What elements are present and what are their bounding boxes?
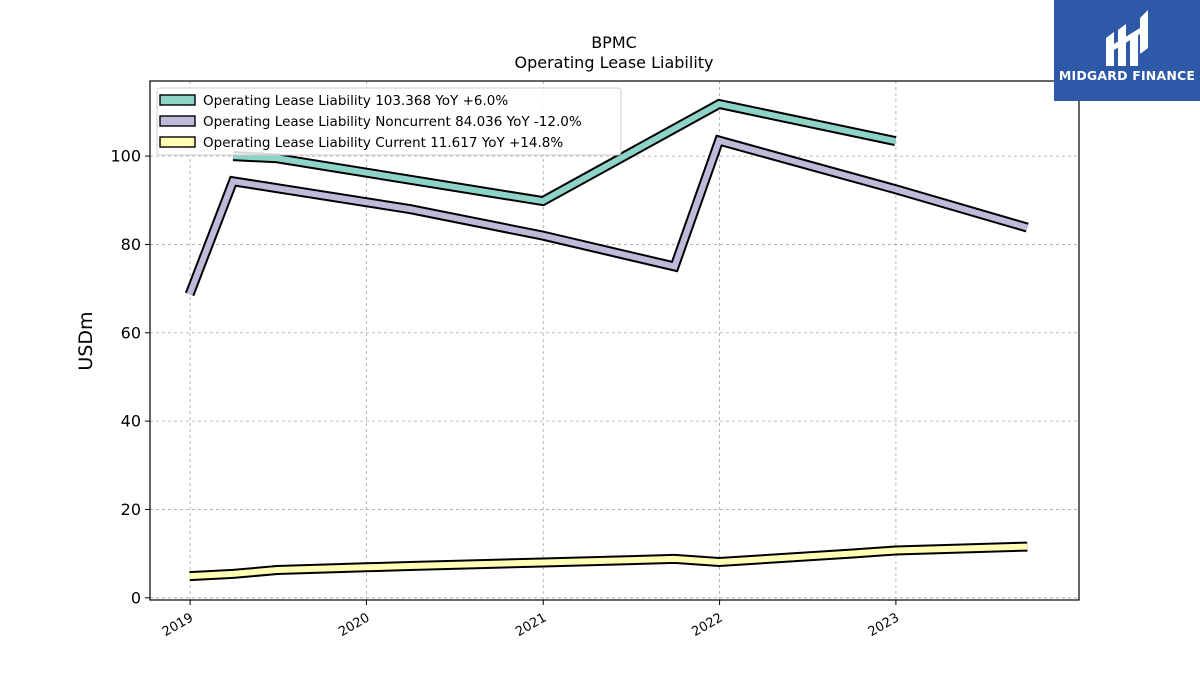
series-0-line [232,100,897,205]
series-2-line [189,543,1028,580]
y-tick-label: 40 [121,412,141,431]
chart-title: BPMC [591,33,637,52]
x-tick-label: 2022 [689,610,725,640]
legend-label: Operating Lease Liability Noncurrent 84.… [203,114,582,130]
chart-subtitle: Operating Lease Liability [514,53,713,72]
y-axis-label: USDm [75,311,97,370]
plot-frame [149,80,1080,601]
x-tick-label: 2021 [513,610,549,640]
y-tick-label: 60 [121,323,141,342]
legend-swatch [159,115,196,127]
y-tick-label: 20 [121,500,141,519]
legend-label: Operating Lease Liability 103.368 YoY +6… [203,93,508,109]
legend-swatch [159,136,196,148]
brand-logo: MIDGARD FINANCE [1054,0,1200,101]
series-1-line [186,136,1029,296]
y-tick-label: 100 [110,147,141,166]
y-axis: 0 20 40 60 80 100 [110,147,150,607]
legend-box [156,87,622,156]
legend-label: Operating Lease Liability Current 11.617… [203,135,563,151]
logo-mark-icon [1106,10,1148,66]
legend-swatch [159,94,196,106]
x-tick-label: 2020 [336,610,372,640]
grid-layer [150,81,1079,600]
legend: Operating Lease Liability 103.368 YoY +6… [156,87,622,156]
x-tick-label: 2023 [866,610,902,640]
y-tick-label: 0 [131,588,141,607]
x-axis: 2019 2020 2021 2022 2023 [160,600,902,640]
y-tick-label: 80 [121,235,141,254]
series-layer [184,98,1029,582]
logo-text: MIDGARD FINANCE [1058,68,1196,83]
x-tick-label: 2019 [160,610,196,640]
